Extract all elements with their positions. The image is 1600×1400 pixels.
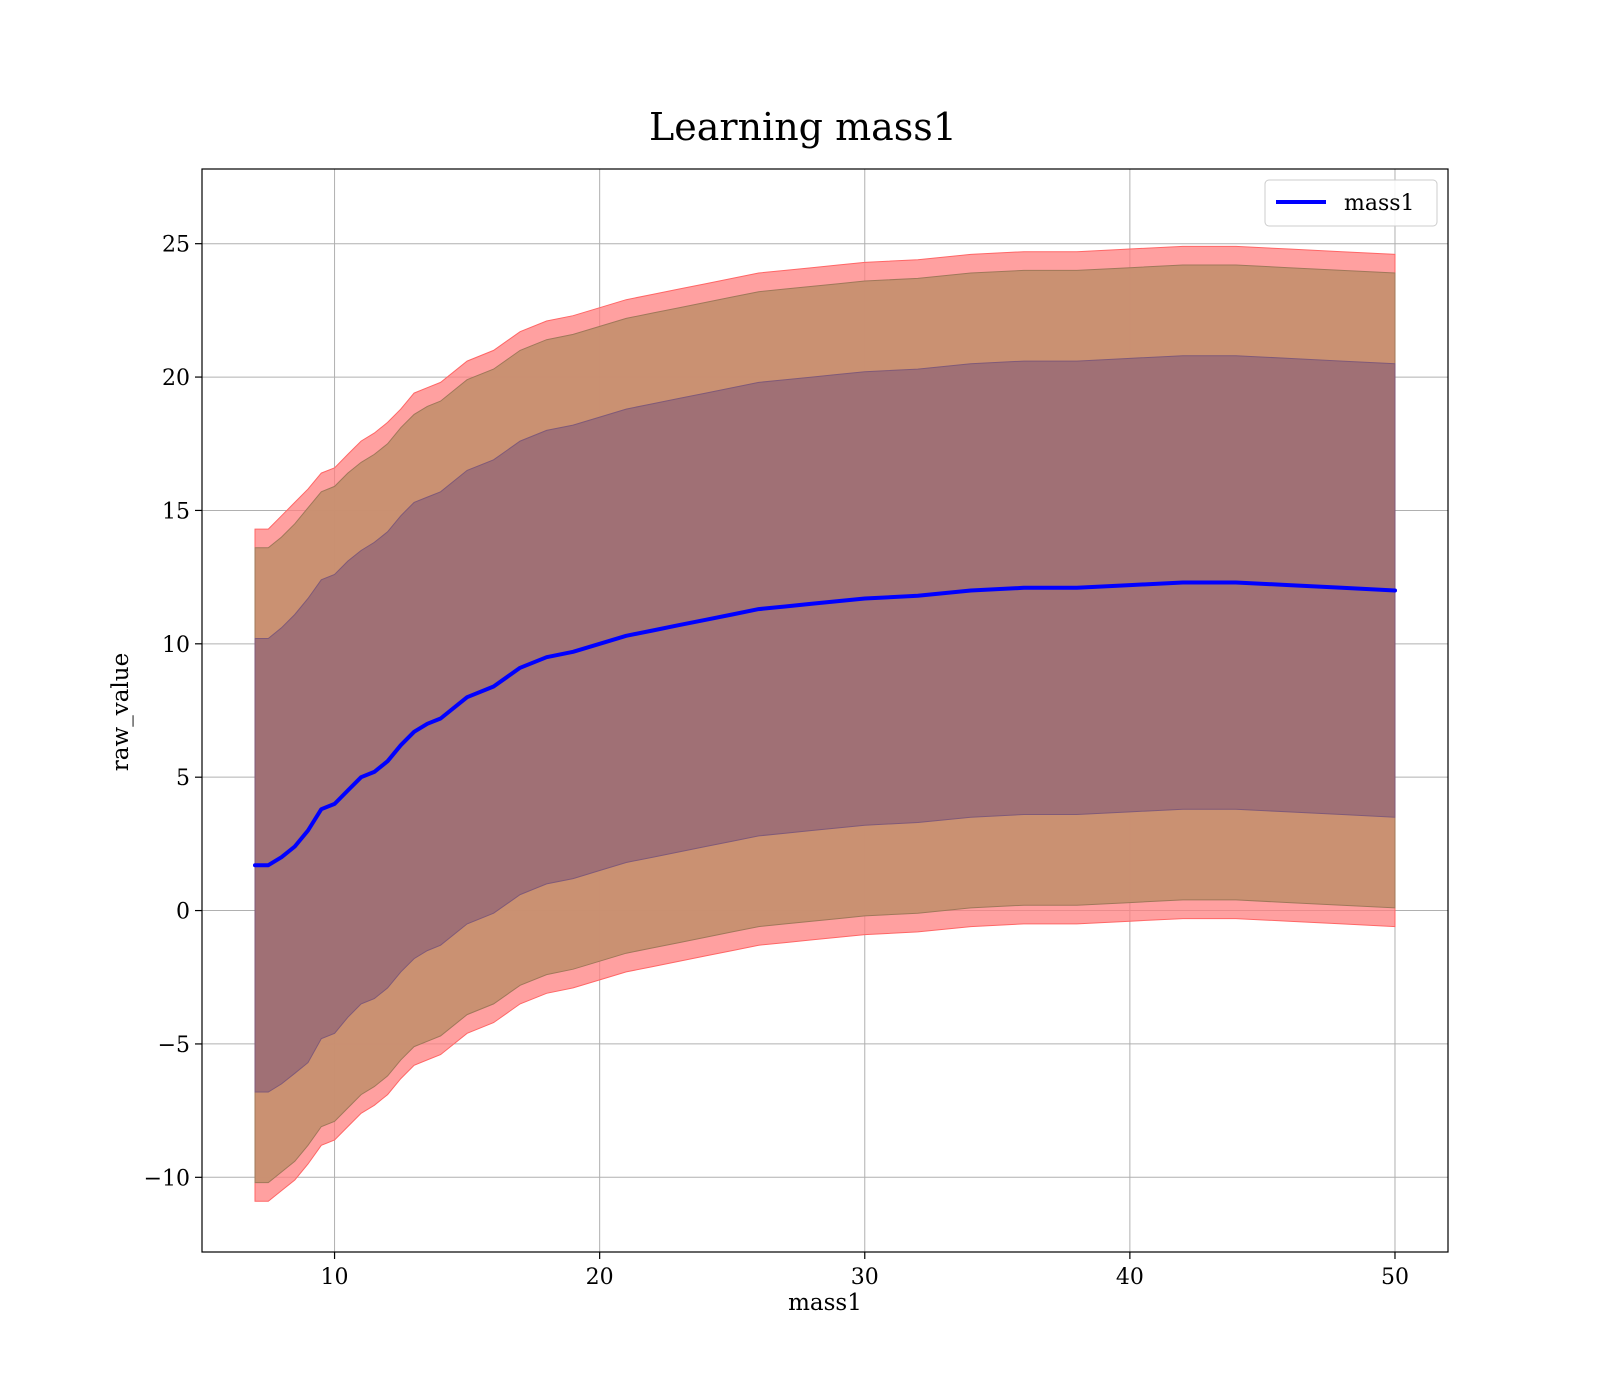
y-tick-label: −5 [158,1033,190,1058]
y-tick-label: 5 [176,766,190,791]
x-tick-label: 10 [321,1265,349,1290]
x-tick-label: 50 [1381,1265,1409,1290]
band-inner [254,355,1396,1093]
mean-line-layer [253,580,1397,868]
legend-label-mass1: mass1 [1344,191,1415,216]
x-tick-label: 20 [586,1265,614,1290]
x-tick-label: 30 [851,1265,879,1290]
y-axis-label: raw_value [108,653,134,771]
mean-line-mass1 [253,580,1397,868]
plot-frame [201,168,1449,1253]
legend-box [1264,179,1438,227]
legend: mass1 [1264,179,1438,227]
y-tick-label: 10 [162,633,190,658]
y-tick-label: 0 [176,900,190,925]
x-tick-label: 40 [1116,1265,1144,1290]
y-tick-label: 15 [162,499,190,524]
chart-title: Learning mass1 [649,105,957,149]
y-tick-label: −10 [144,1166,190,1191]
y-tick-label: 20 [162,366,190,391]
y-tick-label: 25 [162,233,190,258]
x-axis-label: mass1 [788,1290,862,1316]
bands [254,245,1396,1202]
